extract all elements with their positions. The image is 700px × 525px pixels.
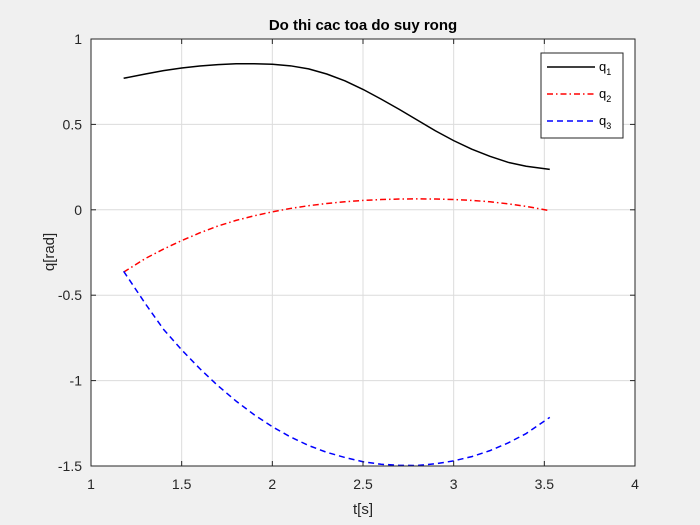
chart-title: Do thi cac toa do suy rong bbox=[269, 17, 457, 34]
series-layer bbox=[123, 63, 551, 467]
legend-label-base: q bbox=[599, 86, 606, 101]
x-tick-label: 1 bbox=[87, 476, 95, 492]
y-tick-label: 1 bbox=[74, 31, 82, 47]
x-tick-label: 2.5 bbox=[353, 476, 373, 492]
y-tick-label: -1 bbox=[70, 373, 83, 389]
x-tick-label: 1.5 bbox=[172, 476, 192, 492]
y-axis-label: q[rad] bbox=[41, 233, 58, 271]
x-tick-label: 4 bbox=[631, 476, 639, 492]
series-line-q1 bbox=[123, 63, 550, 171]
x-tick-label: 2 bbox=[268, 476, 276, 492]
legend-label-base: q bbox=[599, 59, 606, 74]
x-axis-label: t[s] bbox=[353, 501, 373, 518]
y-tick-label: -1.5 bbox=[58, 458, 82, 474]
series-line-q2 bbox=[123, 198, 550, 273]
legend-label-base: q bbox=[599, 113, 606, 128]
legend-label-q2: q2 bbox=[599, 86, 611, 104]
legend-label-q1: q1 bbox=[599, 59, 611, 77]
y-tick-label: -0.5 bbox=[58, 287, 82, 303]
x-tick-label: 3.5 bbox=[535, 476, 555, 492]
legend-label-subscript: 3 bbox=[606, 121, 611, 131]
legend-label-q3: q3 bbox=[599, 113, 611, 131]
x-tick-label: 3 bbox=[450, 476, 458, 492]
y-tick-label: 0 bbox=[74, 202, 82, 218]
tick-layer: 1 1.5 2 2.5 3 3.5 4 -1.5 -1 -0.5 0 0.5 1 bbox=[58, 31, 639, 492]
y-tick-label: 0.5 bbox=[63, 116, 83, 132]
legend-label-subscript: 2 bbox=[606, 94, 611, 104]
legend-label-subscript: 1 bbox=[606, 67, 611, 77]
